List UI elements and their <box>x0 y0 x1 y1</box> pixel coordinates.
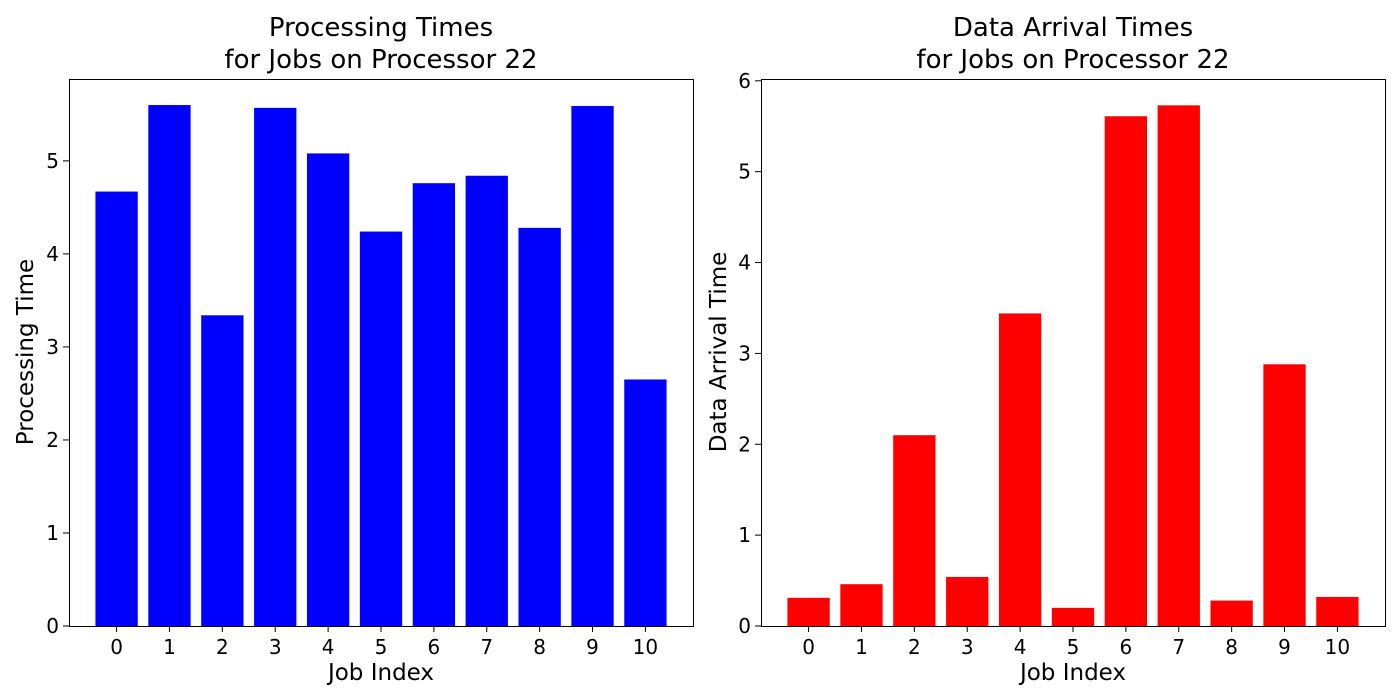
y-tick-label: 3 <box>46 335 59 359</box>
y-tick-label: 5 <box>738 160 751 184</box>
x-tick-label: 8 <box>1225 635 1238 659</box>
x-tick-label: 3 <box>961 635 974 659</box>
x-tick-label: 5 <box>1067 635 1080 659</box>
bar-job-5 <box>1051 607 1095 626</box>
bar-job-10 <box>1316 596 1359 626</box>
x-tick-label: 1 <box>163 635 176 659</box>
x-axis-ticks: 0 1 2 3 4 5 6 7 8 9 10 <box>802 626 1350 659</box>
x-tick-label: 9 <box>1278 635 1291 659</box>
y-tick-label: 4 <box>738 251 751 275</box>
bar-job-1 <box>840 584 883 626</box>
bar-job-10 <box>624 379 667 626</box>
y-tick-label: 0 <box>46 614 59 638</box>
bar-job-2 <box>893 435 936 626</box>
x-tick-label: 8 <box>533 635 546 659</box>
bar-job-3 <box>254 107 297 627</box>
x-tick-label: 6 <box>1120 635 1133 659</box>
bar-job-6 <box>412 183 456 626</box>
bar-job-7 <box>465 175 508 626</box>
x-axis-label: Job Index <box>326 660 434 686</box>
chart-title-line-1: Data Arrival Times <box>953 13 1193 43</box>
y-tick-label: 0 <box>738 614 751 638</box>
x-tick-label: 7 <box>480 635 493 659</box>
x-tick-label: 1 <box>855 635 868 659</box>
chart-title-line-2: for Jobs on Processor 22 <box>916 45 1229 75</box>
bar-job-6 <box>1104 116 1148 626</box>
x-axis-label: Job Index <box>1018 660 1126 686</box>
y-tick-label: 1 <box>738 523 751 547</box>
bar-job-2 <box>201 315 244 626</box>
bar-job-0 <box>787 597 830 626</box>
bar-job-8 <box>1210 600 1253 626</box>
bar-job-4 <box>998 313 1042 626</box>
x-tick-label: 5 <box>375 635 388 659</box>
bar-job-4 <box>306 153 350 627</box>
chart-title-line-2: for Jobs on Processor 22 <box>224 45 537 75</box>
y-tick-label: 2 <box>738 432 751 456</box>
bar-series <box>787 105 1359 627</box>
bar-job-7 <box>1157 105 1200 627</box>
bar-job-5 <box>359 231 403 626</box>
y-tick-label: 6 <box>738 69 751 93</box>
x-tick-label: 0 <box>802 635 815 659</box>
x-tick-label: 6 <box>428 635 441 659</box>
y-axis-ticks: 0 1 2 3 4 5 <box>46 149 69 638</box>
bar-series <box>95 105 667 627</box>
x-tick-label: 2 <box>216 635 229 659</box>
chart-processing-times: Processing Times for Jobs on Processor 2… <box>13 13 694 686</box>
bar-job-9 <box>571 105 614 627</box>
chart-data-arrival-times: Data Arrival Times for Jobs on Processor… <box>706 13 1386 686</box>
y-axis-label: Processing Time <box>13 259 39 445</box>
bar-job-1 <box>148 105 191 627</box>
x-tick-label: 7 <box>1172 635 1185 659</box>
x-tick-label: 4 <box>1014 635 1027 659</box>
y-tick-label: 3 <box>738 341 751 365</box>
x-tick-label: 2 <box>908 635 921 659</box>
x-tick-label: 4 <box>322 635 335 659</box>
x-tick-label: 3 <box>269 635 282 659</box>
y-tick-label: 1 <box>46 521 59 545</box>
x-tick-label: 9 <box>586 635 599 659</box>
x-tick-label: 10 <box>633 635 658 659</box>
chart-title-line-1: Processing Times <box>269 13 493 43</box>
x-tick-label: 0 <box>110 635 123 659</box>
bar-job-9 <box>1263 364 1306 626</box>
x-axis-ticks: 0 1 2 3 4 5 6 7 8 9 10 <box>110 626 658 659</box>
bar-job-8 <box>518 227 561 626</box>
y-tick-label: 4 <box>46 242 59 266</box>
y-axis-label: Data Arrival Time <box>706 252 732 453</box>
y-axis-ticks: 0 1 2 3 4 5 6 <box>738 69 761 638</box>
y-tick-label: 2 <box>46 428 59 452</box>
y-tick-label: 5 <box>46 149 59 173</box>
x-tick-label: 10 <box>1325 635 1350 659</box>
bar-job-0 <box>95 191 138 626</box>
bar-job-3 <box>946 576 989 626</box>
